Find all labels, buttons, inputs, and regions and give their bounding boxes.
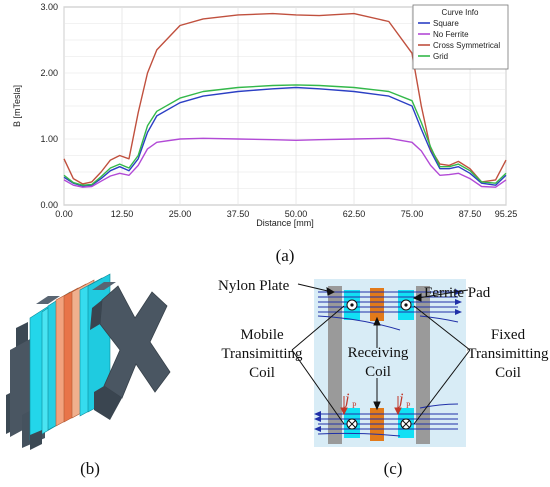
receiving-coil-top [370,288,384,321]
right-nylon-plate [416,286,430,444]
cross-section-diagram: j P j P Nylon Plate Ferrite Pad Mobile T… [218,278,549,478]
x-tick-label: 0.00 [55,209,73,219]
left-ferrite-frame [10,338,32,437]
field-lines-top [317,291,459,331]
series-line-grid [63,84,507,186]
ferrite-pad-label: Ferrite Pad [424,285,491,301]
y-tick-label: 2.00 [40,68,58,78]
x-tick-labels: 0.00 12.50 25.00 37.50 50.00 62.50 75.00 87.50 9… [55,209,517,219]
y-tick-label: 1.00 [40,134,58,144]
series-line-square [63,86,507,187]
receiving-coil-label-1: Receiving [348,345,409,361]
current-subscript-right: P [406,401,411,410]
legend-label-grid: Grid [433,52,448,61]
fixed-coil-label-3: Coil [495,365,521,381]
legend-label-square: Square [433,19,459,28]
legend-box [412,4,509,70]
series-line-no-ferrite [63,137,507,188]
legend-label-no-ferrite: No Ferrite [433,30,469,39]
nylon-plate-label: Nylon Plate [218,278,290,294]
x-axis-label: Distance [mm] [256,218,314,228]
field-lines-bottom [317,403,459,437]
y-tick-label: 3.00 [40,2,58,12]
legend-label-cross-symmetrical: Cross Symmetrical [433,41,500,50]
front-cross-ferrite [99,285,171,399]
fixed-coil-label-1: Fixed [491,327,526,343]
x-tick-label: 75.00 [401,209,424,219]
x-tick-label: 62.50 [343,209,366,219]
x-tick-label: 50.00 [285,209,308,219]
current-in-symbols [346,418,412,430]
current-arrows [340,396,402,416]
left-nylon-plate [328,286,342,444]
x-tick-label: 95.25 [495,209,518,219]
y-tick-labels: 0.00 1.00 2.00 3.00 [40,2,58,210]
leader-lines [291,283,471,425]
series-line-cross-symmetrical [63,12,507,185]
legend-title: Curve Info [442,8,479,17]
mobile-coil-label-2: Transimitting [221,346,303,362]
current-label-right: j [397,391,404,408]
chart-panel: 0.00 1.00 2.00 3.00 0.00 12.50 25.00 37.50 50.0… [12,2,517,265]
x-tick-label: 12.50 [111,209,134,219]
caption-c: (c) [384,459,403,478]
current-label-left: j [343,391,350,408]
x-tick-label: 87.50 [459,209,482,219]
y-axis-label: B [mTesla] [12,85,22,127]
x-tick-label: 25.00 [169,209,192,219]
receiving-coil-arrows [373,316,381,411]
caption-b: (b) [80,459,100,478]
x-tick-label: 37.50 [227,209,250,219]
fixed-coil-label-2: Transimitting [467,346,549,362]
legend: Curve Info Square No Ferrite Cross Symmetr… [412,4,509,70]
mobile-coil-label-1: Mobile [240,327,284,343]
current-subscript-left: P [352,401,357,410]
receiving-coil-label-2: Coil [365,364,391,380]
series-layer [63,12,507,188]
mobile-coil-label-3: Coil [249,365,275,381]
y-tick-label: 0.00 [40,200,58,210]
current-out-symbols [346,299,412,311]
caption-a: (a) [276,246,295,265]
coil-3d-model: (b) [6,273,171,478]
legend-items: Square No Ferrite Cross Symmetrical Grid [418,19,500,61]
